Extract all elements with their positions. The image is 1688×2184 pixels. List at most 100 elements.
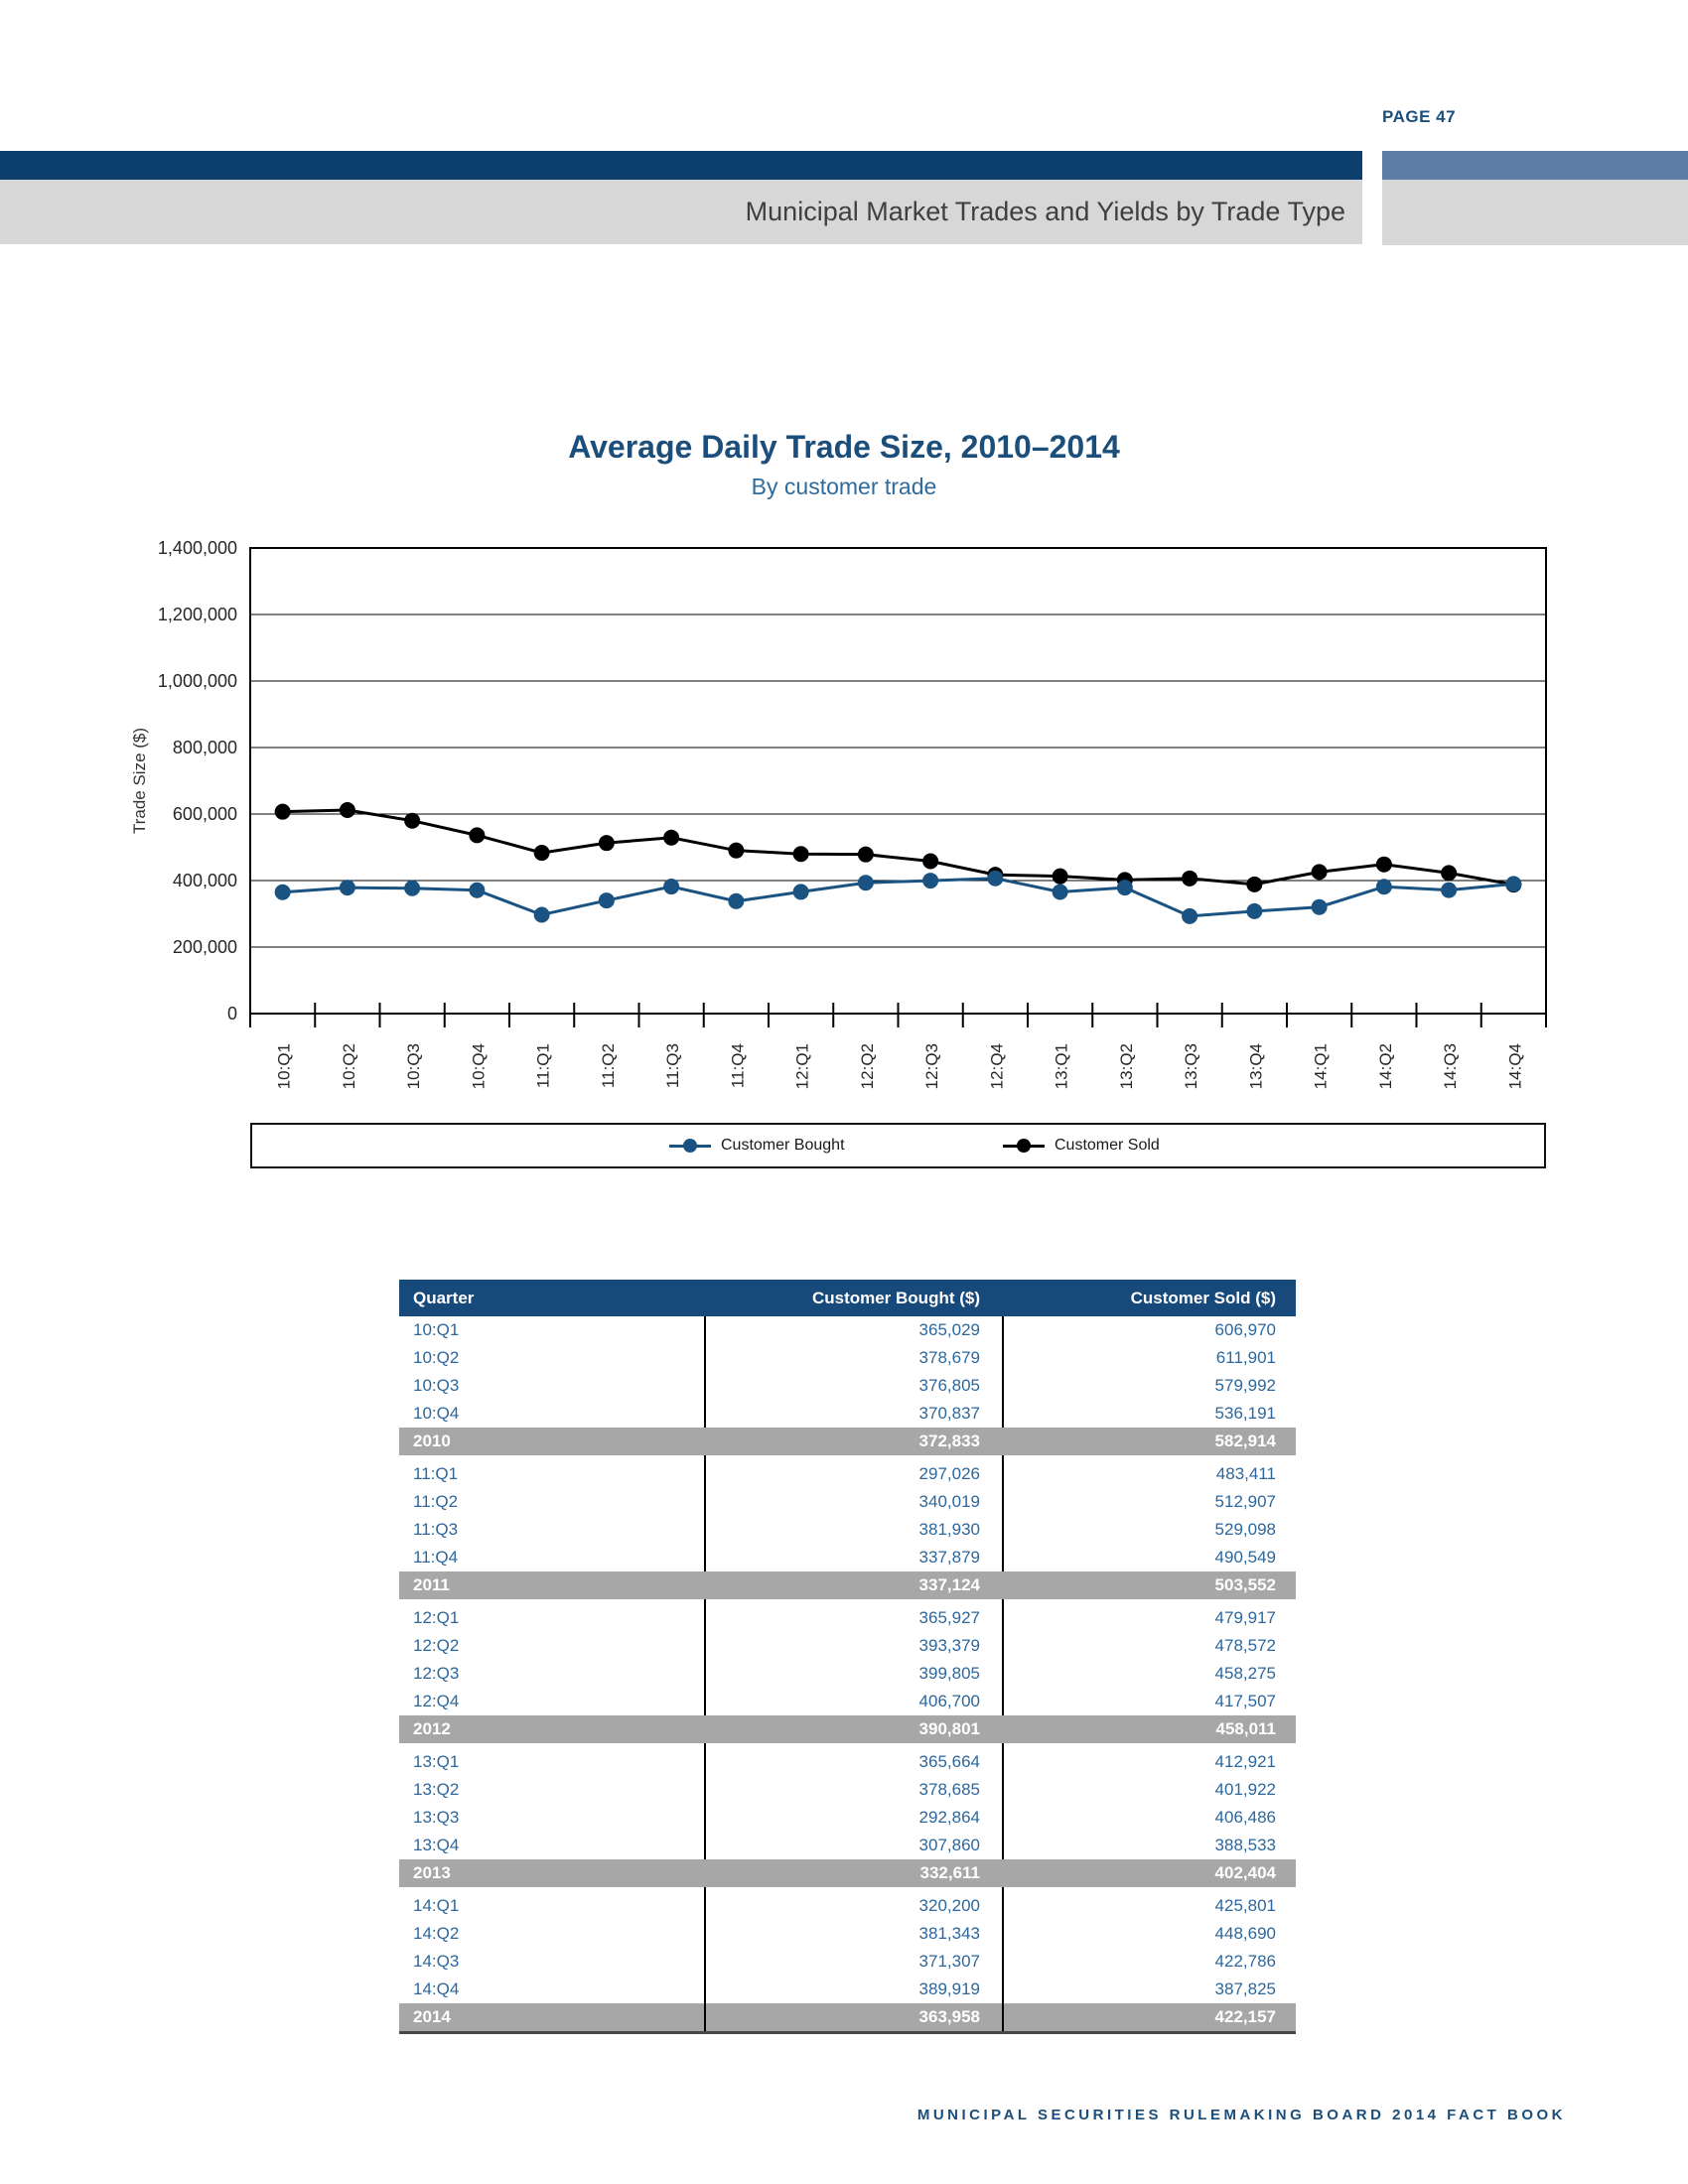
data-point-marker [598, 892, 615, 909]
x-tick-label: 10:Q3 [404, 1043, 423, 1089]
data-point-marker [533, 845, 550, 862]
table-row: 13:Q1 365,664 412,921 [399, 1748, 1296, 1776]
data-point-marker [1182, 870, 1198, 887]
data-point-marker [1116, 880, 1133, 896]
table-cell-bought: 378,685 [704, 1776, 1002, 1804]
table-cell-bought: 381,343 [704, 1920, 1002, 1948]
legend-label: Customer Sold [1055, 1137, 1160, 1154]
table-year-summary-row: 2011 337,124 503,552 [399, 1571, 1296, 1599]
x-axis-ticks [249, 1003, 1547, 1027]
table-cell-sold: 448,690 [1002, 1920, 1296, 1948]
table-cell-sold: 417,507 [1002, 1688, 1296, 1715]
x-tick-label: 13:Q4 [1246, 1043, 1265, 1089]
x-tick-label: 11:Q4 [728, 1043, 747, 1088]
x-tick-label: 10:Q2 [340, 1043, 358, 1089]
table-cell-bought: 378,679 [704, 1344, 1002, 1372]
table-cell-quarter: 10:Q1 [413, 1320, 460, 1339]
x-tick-label: 14:Q4 [1505, 1043, 1524, 1089]
table-cell-quarter: 14:Q3 [413, 1952, 460, 1971]
table-row: 13:Q4 307,860 388,533 [399, 1832, 1296, 1859]
data-point-marker [1182, 907, 1198, 924]
table-cell-bought: 370,837 [704, 1400, 1002, 1428]
table-cell-sold: 458,275 [1002, 1660, 1296, 1688]
table-cell-quarter: 10:Q3 [413, 1376, 460, 1395]
table-body: 10:Q1 365,029 606,970 10:Q2 378,679 611,901 10… [399, 1316, 1296, 2031]
customer-sold-marker-icon [1003, 1138, 1045, 1154]
data-point-marker [1375, 856, 1392, 873]
x-tick-label: 13:Q3 [1182, 1043, 1200, 1089]
table-cell-bought: 337,879 [704, 1544, 1002, 1571]
customer-sold-line [282, 808, 1514, 887]
table-row: 11:Q3 381,930 529,098 [399, 1516, 1296, 1544]
x-tick-label: 14:Q2 [1376, 1043, 1395, 1089]
data-point-marker [922, 853, 939, 870]
table-cell-bought: 376,805 [704, 1372, 1002, 1400]
table-cell-sold: 479,917 [1002, 1604, 1296, 1632]
table-cell-bought: 390,801 [918, 1719, 980, 1738]
table-row: 10:Q3 376,805 579,992 [399, 1372, 1296, 1400]
table-cell-sold: 458,011 [1215, 1719, 1276, 1738]
data-point-marker [469, 827, 486, 844]
data-point-marker [469, 882, 486, 898]
data-point-marker [792, 846, 809, 863]
table-cell-sold: 402,404 [1214, 1863, 1276, 1882]
table-row: 11:Q4 337,879 490,549 [399, 1544, 1296, 1571]
y-tick-label: 600,000 [173, 804, 237, 824]
table-cell-quarter: 2010 [413, 1432, 451, 1450]
table-row: 14:Q4 389,919 387,825 [399, 1976, 1296, 2003]
table-cell-sold: 422,157 [1002, 2003, 1296, 2031]
data-point-marker [1052, 884, 1068, 900]
series-customer-bought [274, 870, 1522, 924]
table-cell-bought: 307,860 [704, 1832, 1002, 1859]
data-point-marker [792, 884, 809, 900]
table-cell-bought: 381,930 [704, 1516, 1002, 1544]
table-cell-bought: 406,700 [704, 1688, 1002, 1715]
table-cell-quarter: 13:Q4 [413, 1836, 460, 1854]
table-row: 13:Q3 292,864 406,486 [399, 1804, 1296, 1832]
table-row: 14:Q2 381,343 448,690 [399, 1920, 1296, 1948]
table-cell-sold: 406,486 [1002, 1804, 1296, 1832]
table-cell-bought: 363,958 [704, 2003, 1002, 2031]
table-header-row: Quarter Customer Bought ($) Customer Sol… [399, 1280, 1296, 1316]
table-row-spacer [399, 1599, 1296, 1604]
table-cell-bought: 297,026 [704, 1460, 1002, 1488]
table-row: 14:Q3 371,307 422,786 [399, 1948, 1296, 1976]
y-tick-labels: 0 200,000 400,000 600,000 800,000 1,000,000 1,… [158, 538, 237, 1024]
data-point-marker [1441, 882, 1458, 898]
table-cell-quarter: 2012 [413, 1719, 451, 1738]
header-navy-bar [0, 151, 1362, 180]
x-tick-label: 12:Q2 [858, 1043, 877, 1089]
customer-bought-marker-icon [669, 1138, 711, 1154]
x-tick-label: 14:Q3 [1441, 1043, 1460, 1089]
data-point-marker [663, 879, 680, 895]
page-number: PAGE 47 [1382, 107, 1457, 126]
x-tick-label: 11:Q3 [663, 1043, 682, 1088]
data-point-marker [404, 880, 421, 896]
table-cell-bought: 365,664 [704, 1748, 1002, 1776]
table-row-spacer [399, 1455, 1296, 1460]
table-cell-sold: 387,825 [1002, 1976, 1296, 2003]
table-cell-bought: 332,611 [919, 1863, 980, 1882]
table-cell-bought: 371,307 [704, 1948, 1002, 1976]
x-tick-label: 13:Q2 [1117, 1043, 1136, 1089]
legend-item-customer-sold: Customer Sold [1003, 1137, 1160, 1155]
x-tick-label: 13:Q1 [1053, 1043, 1071, 1089]
data-point-marker [1375, 879, 1392, 895]
table-cell-sold: 425,801 [1002, 1892, 1296, 1920]
table-cell-bought: 399,805 [704, 1660, 1002, 1688]
table-row-spacer [399, 1743, 1296, 1748]
table-cell-sold: 478,572 [1002, 1632, 1296, 1660]
data-point-marker [339, 802, 355, 819]
y-tick-label: 1,000,000 [158, 671, 237, 691]
table-cell-bought: 389,919 [704, 1976, 1002, 2003]
y-tick-label: 1,400,000 [158, 538, 237, 558]
table-cell-sold: 606,970 [1002, 1316, 1296, 1344]
trade-size-table: Quarter Customer Bought ($) Customer Sol… [399, 1280, 1296, 2034]
chart-subtitle: By customer trade [751, 474, 937, 499]
data-point-marker [728, 842, 745, 859]
series-customer-sold [274, 802, 1522, 893]
header-slate-bar [1382, 151, 1688, 180]
data-point-marker [1052, 868, 1068, 885]
table-cell-sold: 422,786 [1002, 1948, 1296, 1976]
x-tick-label: 11:Q2 [599, 1043, 618, 1088]
